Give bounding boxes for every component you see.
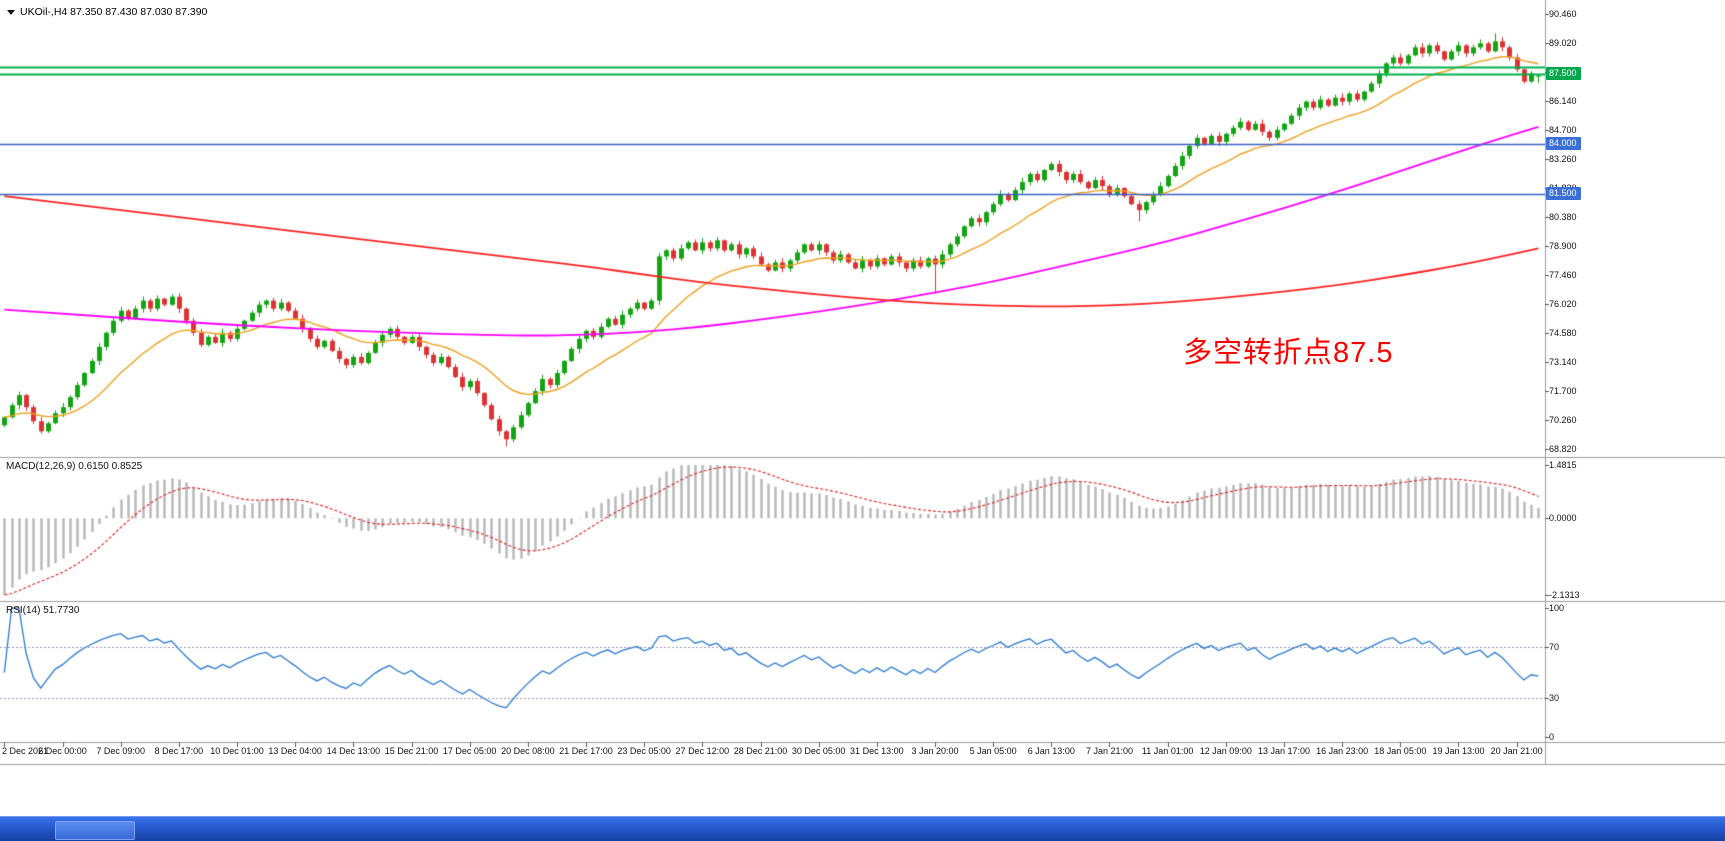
symbol-ohlc-text: UKOil-,H4 87.350 87.430 87.030 87.390 (20, 6, 208, 18)
collapse-arrow-icon[interactable] (7, 9, 15, 15)
taskbar-button[interactable] (55, 821, 135, 840)
symbol-ohlc-label: UKOil-,H4 87.350 87.430 87.030 87.390 (7, 6, 207, 18)
macd-indicator-label: MACD(12,26,9) 0.6150 0.8525 (6, 461, 143, 472)
chart-annotation-text[interactable]: 多空转折点87.5 (1183, 337, 1394, 369)
rsi-indicator-label: RSI(14) 51.7730 (6, 605, 80, 616)
taskbar (0, 816, 1725, 841)
